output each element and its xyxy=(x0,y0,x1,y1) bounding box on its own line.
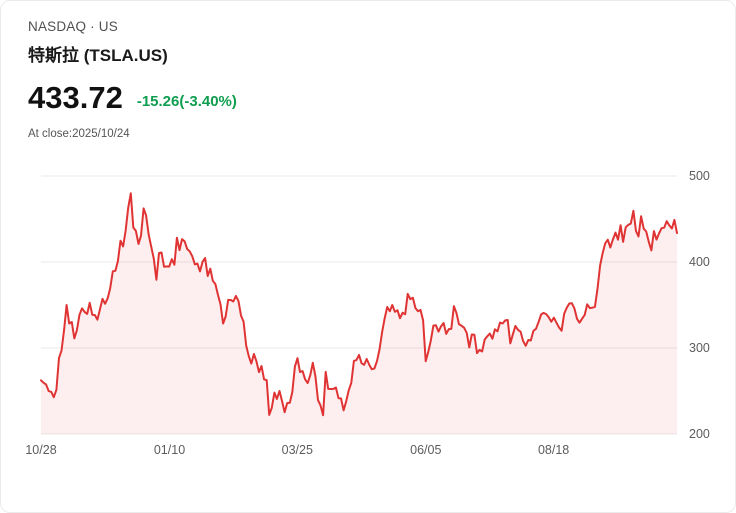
exchange-label: NASDAQ · US xyxy=(28,19,118,34)
price-row: 433.72 -15.26(-3.40%) xyxy=(28,82,711,113)
close-time-label: At close:2025/10/24 xyxy=(28,128,130,140)
y-tick-label: 500 xyxy=(689,169,710,183)
quote-header: NASDAQ · US 特斯拉 (TSLA.US) 433.72 -15.26(… xyxy=(1,1,735,140)
x-tick-label: 10/28 xyxy=(25,443,56,457)
price-line xyxy=(40,192,678,417)
x-tick-label: 01/10 xyxy=(154,443,185,457)
y-tick-label: 300 xyxy=(689,341,710,355)
x-tick-label: 03/25 xyxy=(282,443,313,457)
price-value: 433.72 xyxy=(28,80,123,115)
chart-canvas[interactable]: 200 300 400 500 10/28 01/10 03/25 06/05 08/18 xyxy=(25,166,713,462)
price-change: -15.26(-3.40%) xyxy=(136,93,237,110)
y-tick-label: 200 xyxy=(689,427,710,441)
price-area xyxy=(41,193,677,434)
x-tick-label: 08/18 xyxy=(538,443,569,457)
x-tick-label: 06/05 xyxy=(410,443,441,457)
y-tick-label: 400 xyxy=(689,255,710,269)
stock-title: 特斯拉 (TSLA.US) xyxy=(28,46,168,65)
price-chart[interactable]: 200 300 400 500 10/28 01/10 03/25 06/05 08/18 xyxy=(25,166,713,462)
